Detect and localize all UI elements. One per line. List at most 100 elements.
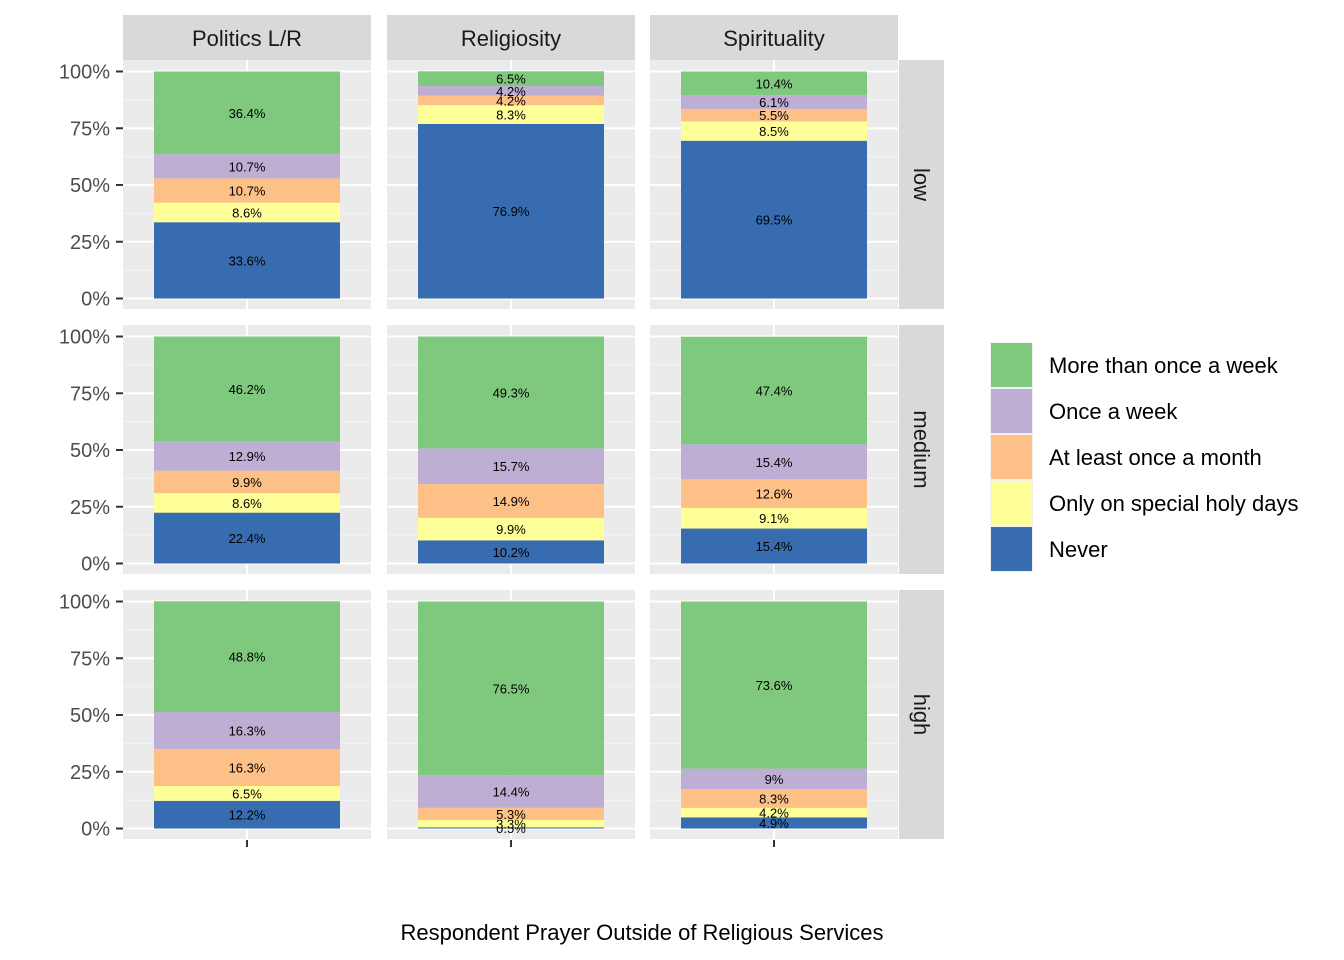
y-tick-label: 0% [81,289,110,311]
panel-spirituality-medium: 15.4% 9.1% 12.6% 15.4% 47.4% [650,325,898,574]
column-strip-label: Spirituality [723,26,824,51]
panel-politics-l-r-low: 33.6% 8.6% 10.7% 10.7% 36.4% [123,60,371,309]
legend-label: Only on special holy days [1049,491,1298,516]
y-tick-label: 75% [70,383,110,405]
bar-segment-once-a-week [154,154,340,179]
column-strip-label: Politics L/R [192,26,302,51]
facet-strips: Politics L/R Religiosity Spirituality low me… [123,15,944,839]
bar-segment-only-on-special-holy-days [681,121,867,141]
bar-segment-only-on-special-holy-days [154,786,340,801]
data-label-never: 4.9% [759,816,789,831]
column-strip-background [123,15,371,60]
data-label-at-least-once-a-month: 10.7% [229,184,266,199]
data-label-more-than-once-a-week: 48.8% [229,650,266,665]
data-label-at-least-once-a-month: 4.2% [496,93,526,108]
data-label-only-on-special-holy-days: 8.6% [232,205,262,220]
bar-segment-never [681,140,867,299]
y-tick-label: 0% [81,819,110,841]
bar-segment-at-least-once-a-month [681,789,867,808]
bar-segment-once-a-week [681,444,867,480]
bar-segment-once-a-week [418,775,604,808]
row-strip-label: high [909,694,934,736]
data-label-never: 69.5% [756,213,793,228]
bar-segment-never [418,827,604,829]
bar-segment-more-than-once-a-week [154,71,340,155]
y-tick-label: 50% [70,440,110,462]
data-label-only-on-special-holy-days: 9.9% [496,522,526,537]
column-strip-label: Religiosity [461,26,561,51]
bar-segment-never [154,800,340,829]
data-label-more-than-once-a-week: 76.5% [493,681,530,696]
data-label-never: 12.2% [229,808,266,823]
bar-segment-never [154,512,340,564]
legend-item-more-than-once-a-week: More than once a week [990,342,1279,388]
legend-label: At least once a month [1049,445,1262,470]
data-label-more-than-once-a-week: 36.4% [229,106,266,121]
data-label-once-a-week: 16.3% [229,724,266,739]
bar-segment-more-than-once-a-week [681,71,867,96]
legend-label: More than once a week [1049,353,1279,378]
y-tick-label: 50% [70,705,110,727]
data-label-once-a-week: 10.7% [229,159,266,174]
bar-segment-more-than-once-a-week [418,336,604,449]
y-tick-label: 0% [81,554,110,576]
row-strip-label: low [909,168,934,201]
data-label-only-on-special-holy-days: 6.5% [232,786,262,801]
data-label-never: 33.6% [229,253,266,268]
column-strip-religiosity: Religiosity [387,15,635,60]
data-label-only-on-special-holy-days: 8.6% [232,496,262,511]
bar-segment-never [418,540,604,564]
legend: More than once a week Once a week At least… [990,342,1298,572]
data-label-never: 22.4% [229,531,266,546]
data-label-only-on-special-holy-days: 8.5% [759,124,789,139]
data-label-more-than-once-a-week: 73.6% [756,678,793,693]
data-label-once-a-week: 4.2% [496,84,526,99]
bar-segment-only-on-special-holy-days [418,517,604,541]
bar-segment-never [154,222,340,299]
column-strip-politics-l-r: Politics L/R [123,15,371,60]
legend-key-swatch [991,481,1032,525]
data-label-at-least-once-a-month: 12.6% [756,487,793,502]
data-label-more-than-once-a-week: 46.2% [229,382,266,397]
bar-segment-only-on-special-holy-days [418,105,604,124]
y-tick-label: 75% [70,648,110,670]
bar-segment-once-a-week [418,448,604,485]
data-label-at-least-once-a-month: 16.3% [229,761,266,776]
data-label-once-a-week: 9% [765,772,784,787]
data-label-at-least-once-a-month: 5.5% [759,108,789,123]
bar-segment-once-a-week [681,95,867,109]
bar-segment-more-than-once-a-week [681,601,867,769]
row-strip-medium: medium [899,325,944,574]
bar-segment-at-least-once-a-month [154,470,340,494]
y-tick-label: 25% [70,232,110,254]
data-label-more-than-once-a-week: 47.4% [756,384,793,399]
data-label-at-least-once-a-month: 8.3% [759,791,789,806]
panel-spirituality-high: 4.9%4.2%8.3% 9% 73.6% [650,590,898,847]
data-label-at-least-once-a-month: 5.3% [496,807,526,822]
bar-segment-at-least-once-a-month [154,749,340,787]
column-strip-background [650,15,898,60]
legend-item-only-on-special-holy-days: Only on special holy days [990,480,1298,526]
row-strip-background [899,60,944,309]
y-tick-label: 75% [70,118,110,140]
legend-key-swatch [991,527,1032,571]
legend-item-at-least-once-a-month: At least once a month [990,434,1262,480]
bar-segment-once-a-week [418,86,604,96]
column-strip-spirituality: Spirituality [650,15,898,60]
row-strip-background [899,325,944,574]
bar-segment-never [418,123,604,299]
bar-segment-at-least-once-a-month [154,178,340,203]
panel-politics-l-r-medium: 22.4% 8.6% 9.9% 12.9% 46.2% [123,325,371,574]
data-label-at-least-once-a-month: 9.9% [232,475,262,490]
data-label-more-than-once-a-week: 10.4% [756,76,793,91]
bar-segment-more-than-once-a-week [681,336,867,445]
legend-label: Never [1049,537,1108,562]
bar-segment-once-a-week [154,441,340,471]
data-label-never: 15.4% [756,539,793,554]
column-strip-background [387,15,635,60]
data-label-once-a-week: 15.7% [493,459,530,474]
panels-layer: 33.6%8.6%10.7%10.7%36.4%76.9%8.3%4.2%4.2… [123,60,898,847]
bar-segment-only-on-special-holy-days [154,493,340,513]
legend-item-once-a-week: Once a week [990,388,1178,434]
